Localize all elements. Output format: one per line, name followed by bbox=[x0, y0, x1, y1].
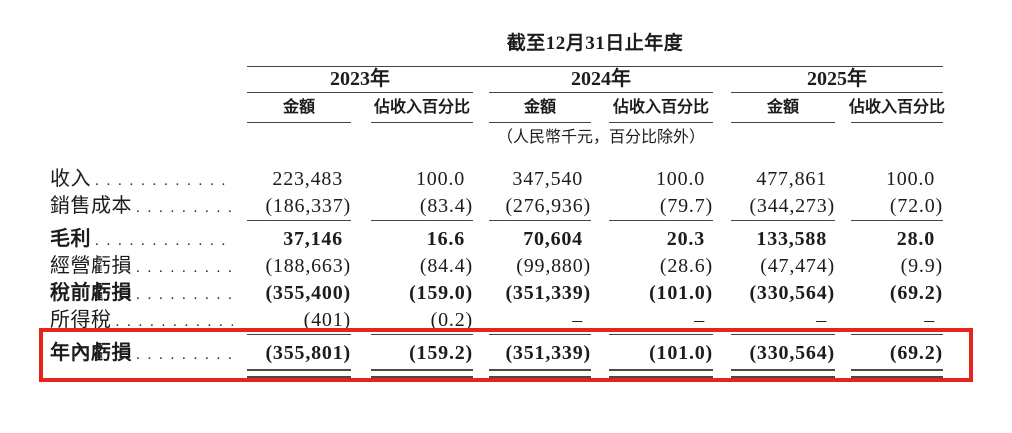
cell-value: 28.0 bbox=[896, 228, 935, 250]
cell-value: (186,337) bbox=[247, 193, 351, 221]
dot-leader: . . . . . . . . . . . . . . . . . . . . … bbox=[136, 287, 233, 303]
cell-value: (9.9) bbox=[900, 255, 943, 277]
period-header-row: 截至12月31日止年度 bbox=[50, 32, 943, 67]
cell-value: (330,564) bbox=[749, 282, 835, 304]
percent-column-header-2024: 佔收入百分比 bbox=[609, 92, 713, 123]
cell-value: (69.2) bbox=[889, 282, 943, 304]
unit-note-row: （人民幣千元，百分比除外） bbox=[50, 123, 943, 153]
double-rule bbox=[489, 369, 591, 378]
cell-value: (355,801) bbox=[265, 342, 351, 364]
cell-value: (47,474) bbox=[760, 255, 835, 277]
cell-value: (351,339) bbox=[505, 342, 591, 364]
year-2024-header: 2024年 bbox=[489, 67, 713, 93]
year-2023-header: 2023年 bbox=[247, 67, 473, 93]
double-rule bbox=[731, 369, 835, 378]
cell-value: (28.6) bbox=[659, 255, 713, 277]
cell-value: 100.0 bbox=[886, 168, 935, 190]
table-row-loss-for-the-year: 年內虧損 . . . . . . . . . . . . . . . . . .… bbox=[50, 340, 943, 367]
dot-leader: . . . . . . . . . . . . . . . . . . . . … bbox=[136, 200, 233, 216]
row-label: 經營虧損 . . . . . . . . . . . . . . . . . .… bbox=[50, 253, 233, 280]
row-label: 稅前虧損 . . . . . . . . . . . . . . . . . .… bbox=[50, 280, 233, 307]
cell-value: (159.0) bbox=[409, 282, 473, 304]
cell-value: 20.3 bbox=[666, 228, 705, 250]
cell-value: 223,483 bbox=[272, 168, 343, 190]
row-label: 收入 . . . . . . . . . . . . . . . . . . .… bbox=[50, 166, 233, 193]
amount-column-header-2023: 金額 bbox=[247, 92, 351, 123]
table-row-revenue: 收入 . . . . . . . . . . . . . . . . . . .… bbox=[50, 166, 943, 193]
double-rule bbox=[371, 369, 473, 378]
cell-value: (79.7) bbox=[609, 193, 713, 221]
table-row-cost-of-sales: 銷售成本 . . . . . . . . . . . . . . . . . .… bbox=[50, 193, 943, 221]
percent-column-header-2025: 佔收入百分比 bbox=[849, 92, 945, 123]
row-label: 銷售成本 . . . . . . . . . . . . . . . . . .… bbox=[50, 193, 233, 221]
dot-leader: . . . . . . . . . . . . . . . . . . . . … bbox=[95, 233, 233, 249]
period-header: 截至12月31日止年度 bbox=[247, 32, 943, 67]
amount-column-header-2024: 金額 bbox=[489, 92, 591, 123]
cell-value: (101.0) bbox=[649, 342, 713, 364]
cell-value: (351,339) bbox=[505, 282, 591, 304]
cell-value: 100.0 bbox=[656, 168, 705, 190]
cell-value: – bbox=[609, 307, 713, 335]
dot-leader: . . . . . . . . . . . . . . . . . . . . … bbox=[136, 347, 233, 363]
total-double-rule-row bbox=[50, 367, 943, 379]
double-rule bbox=[851, 369, 943, 378]
cell-value: (72.0) bbox=[851, 193, 943, 221]
year-2025-header: 2025年 bbox=[731, 67, 943, 93]
cell-value: (159.2) bbox=[409, 342, 473, 364]
currency-unit-note: （人民幣千元，百分比除外） bbox=[496, 129, 705, 146]
dot-leader: . . . . . . . . . . . . . . . . . . . . … bbox=[95, 173, 233, 189]
cell-value: 133,588 bbox=[756, 228, 827, 250]
dot-leader: . . . . . . . . . . . . . . . . . . . . … bbox=[136, 260, 233, 276]
cell-value: 100.0 bbox=[416, 168, 465, 190]
cell-value: 16.6 bbox=[426, 228, 465, 250]
financial-table: 截至12月31日止年度 2023年 2024年 2025年 金額 佔收入百分比 … bbox=[50, 0, 945, 379]
cell-value: (0.2) bbox=[371, 307, 473, 335]
row-label: 毛利 . . . . . . . . . . . . . . . . . . .… bbox=[50, 226, 233, 253]
amount-column-header-2025: 金額 bbox=[731, 92, 835, 123]
cell-value: (330,564) bbox=[749, 342, 835, 364]
row-label: 年內虧損 . . . . . . . . . . . . . . . . . .… bbox=[50, 340, 233, 367]
cell-value: 37,146 bbox=[283, 228, 343, 250]
highlight-box bbox=[39, 328, 973, 382]
dot-leader: . . . . . . . . . . . . . . . . . . . . … bbox=[115, 314, 234, 330]
cell-value: (83.4) bbox=[371, 193, 473, 221]
cell-value: 70,604 bbox=[523, 228, 583, 250]
cell-value: – bbox=[731, 307, 835, 335]
year-header-row: 2023年 2024年 2025年 bbox=[50, 67, 943, 93]
double-rule bbox=[247, 369, 351, 378]
cell-value: 477,861 bbox=[756, 168, 827, 190]
cell-value: (84.4) bbox=[419, 255, 473, 277]
cell-value: 347,540 bbox=[512, 168, 583, 190]
table-row-operating-loss: 經營虧損 . . . . . . . . . . . . . . . . . .… bbox=[50, 253, 943, 280]
cell-value: (101.0) bbox=[649, 282, 713, 304]
cell-value: (355,400) bbox=[265, 282, 351, 304]
double-rule bbox=[609, 369, 713, 378]
cell-value: (188,663) bbox=[265, 255, 351, 277]
cell-value: (344,273) bbox=[731, 193, 835, 221]
table-row-gross-profit: 毛利 . . . . . . . . . . . . . . . . . . .… bbox=[50, 226, 943, 253]
cell-value: (276,936) bbox=[489, 193, 591, 221]
cell-value: – bbox=[489, 307, 591, 335]
table-row-income-tax: 所得稅 . . . . . . . . . . . . . . . . . . … bbox=[50, 307, 943, 335]
cell-value: (401) bbox=[247, 307, 351, 335]
cell-value: (99,880) bbox=[516, 255, 591, 277]
column-header-row: 金額 佔收入百分比 金額 佔收入百分比 金額 佔收入百分比 bbox=[50, 92, 945, 123]
percent-column-header-2023: 佔收入百分比 bbox=[371, 92, 473, 123]
row-label: 所得稅 . . . . . . . . . . . . . . . . . . … bbox=[50, 307, 233, 335]
cell-value: – bbox=[851, 307, 943, 335]
cell-value: (69.2) bbox=[889, 342, 943, 364]
table-row-loss-before-tax: 稅前虧損 . . . . . . . . . . . . . . . . . .… bbox=[50, 280, 943, 307]
